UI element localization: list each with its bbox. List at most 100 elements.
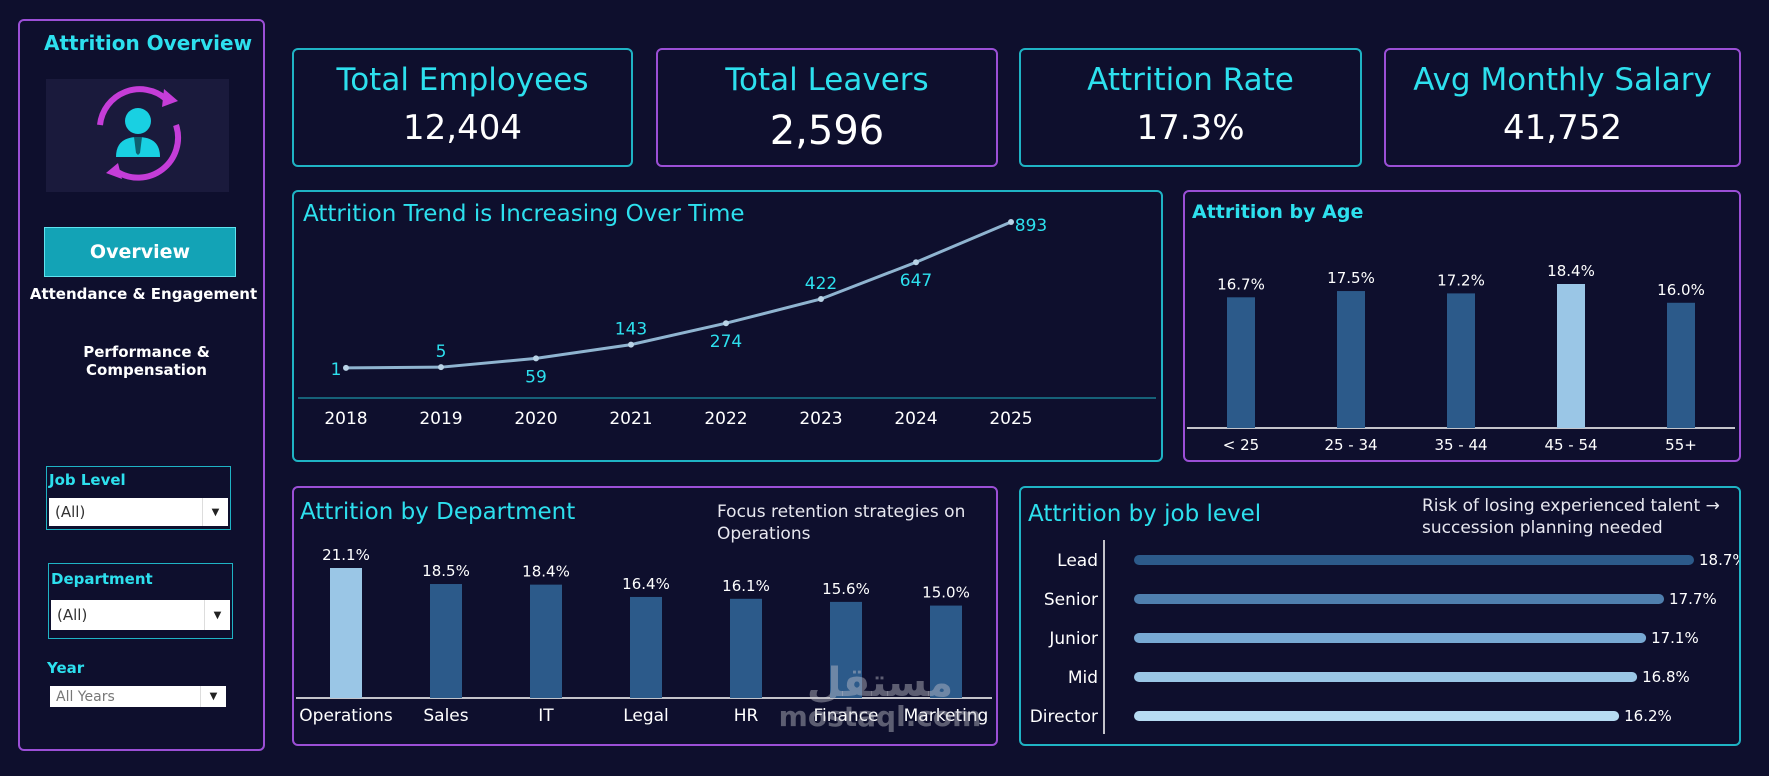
joblevel-note-line1: Risk of losing experienced talent → xyxy=(1422,496,1720,516)
nav-attendance-link[interactable]: Attendance & Engagement xyxy=(29,285,258,303)
sidebar-title: Attrition Overview xyxy=(44,31,253,55)
trend-point xyxy=(533,355,539,362)
department-select[interactable]: (All) ▼ xyxy=(51,600,230,630)
job-level-value: (All) xyxy=(55,503,86,521)
kpi-avg-monthly-salary: Avg Monthly Salary 41,752 xyxy=(1384,48,1741,167)
department-chart: 21.1% Operations 18.5% Sales 18.4% IT 16.4% Leg… xyxy=(296,546,992,726)
trend-x-tick: 2021 xyxy=(609,409,652,429)
age-data-label: 17.2% xyxy=(1437,271,1485,289)
trend-data-label: 274 xyxy=(710,332,742,352)
trend-data-label: 1 xyxy=(331,360,342,380)
joblevel-y-tick: Mid xyxy=(1068,668,1098,688)
trend-point xyxy=(438,364,444,371)
joblevel-chart: Lead 18.7% Senior 17.7% Junior 17.1% Mid 16.8% D… xyxy=(1030,540,1739,734)
trend-data-label: 143 xyxy=(615,320,647,340)
department-chart-title: Attrition by Department xyxy=(300,499,576,525)
joblevel-bar xyxy=(1134,672,1638,682)
trend-data-label: 647 xyxy=(900,271,932,291)
department-bar xyxy=(630,596,662,698)
age-x-tick: 35 - 44 xyxy=(1434,436,1487,454)
age-x-tick: < 25 xyxy=(1223,436,1259,454)
department-bar xyxy=(530,584,562,698)
trend-point xyxy=(723,320,729,327)
age-bar xyxy=(1557,284,1585,428)
department-x-tick: HR xyxy=(734,706,759,726)
trend-x-tick: 2025 xyxy=(989,409,1032,429)
age-data-label: 17.5% xyxy=(1327,269,1375,287)
chevron-down-icon: ▼ xyxy=(204,600,230,630)
age-bar xyxy=(1227,297,1255,428)
job-level-select[interactable]: (All) ▼ xyxy=(49,498,228,526)
kpi-total-employees: Total Employees 12,404 xyxy=(292,48,633,167)
nav-overview-button[interactable]: Overview xyxy=(44,227,236,277)
joblevel-data-label: 17.1% xyxy=(1651,629,1699,647)
sidebar: Attrition Overview Overview Attendance &… xyxy=(18,19,265,751)
joblevel-chart-title: Attrition by job level xyxy=(1028,501,1262,527)
trend-point xyxy=(818,296,824,303)
trend-chart-panel: Attrition Trend is Increasing Over Time … xyxy=(292,190,1163,462)
department-x-tick: Finance xyxy=(813,706,878,726)
kpi-title: Avg Monthly Salary xyxy=(1413,62,1712,98)
department-bar xyxy=(730,598,762,698)
joblevel-data-label: 18.7% xyxy=(1699,551,1739,569)
kpi-attrition-rate: Attrition Rate 17.3% xyxy=(1019,48,1362,167)
trend-data-label: 59 xyxy=(525,367,547,387)
department-x-tick: Legal xyxy=(623,706,669,726)
department-chart-panel: Attrition by Department Focus retention … xyxy=(292,486,998,746)
age-data-label: 18.4% xyxy=(1547,262,1595,280)
kpi-value: 2,596 xyxy=(769,108,885,154)
trend-data-label: 422 xyxy=(805,274,837,294)
age-x-tick: 25 - 34 xyxy=(1324,436,1377,454)
trend-data-label: 5 xyxy=(436,342,447,362)
age-x-tick: 55+ xyxy=(1665,436,1697,454)
kpi-title: Total Employees xyxy=(336,62,589,98)
joblevel-bar xyxy=(1134,594,1665,604)
department-bar xyxy=(830,601,862,698)
trend-point xyxy=(343,364,349,371)
department-x-tick: Operations xyxy=(299,706,393,726)
kpi-title: Total Leavers xyxy=(725,62,929,98)
joblevel-bar xyxy=(1134,555,1694,565)
age-bar xyxy=(1337,291,1365,428)
department-x-tick: Sales xyxy=(423,706,468,726)
year-label: Year xyxy=(47,659,85,677)
trend-chart-title: Attrition Trend is Increasing Over Time xyxy=(303,201,745,227)
trend-series-line xyxy=(345,220,1012,370)
chevron-down-icon: ▼ xyxy=(200,686,226,707)
age-chart: 16.7% < 25 17.5% 25 - 34 17.2% 35 - 44 18.4% 45… xyxy=(1187,262,1735,454)
age-chart-title: Attrition by Age xyxy=(1192,201,1364,223)
joblevel-data-label: 17.7% xyxy=(1669,590,1717,608)
joblevel-y-tick: Lead xyxy=(1057,551,1098,571)
job-level-label: Job Level xyxy=(49,471,126,489)
joblevel-bar xyxy=(1134,633,1647,643)
department-data-label: 18.4% xyxy=(522,563,570,581)
kpi-title: Attrition Rate xyxy=(1087,62,1294,98)
job-level-filter: Job Level (All) ▼ xyxy=(46,466,231,530)
department-bar xyxy=(330,568,362,698)
year-select[interactable]: All Years ▼ xyxy=(50,686,226,707)
trend-x-tick: 2022 xyxy=(704,409,747,429)
chevron-down-icon: ▼ xyxy=(202,498,228,526)
department-value: (All) xyxy=(57,606,88,624)
kpi-value: 41,752 xyxy=(1503,108,1622,148)
trend-point xyxy=(628,341,634,348)
joblevel-bar xyxy=(1134,711,1620,721)
trend-chart: 1 2018 5 2019 59 2020 143 2021 274 2022 422 2023 647… xyxy=(298,216,1156,429)
year-value: All Years xyxy=(56,688,115,705)
department-data-label: 15.0% xyxy=(922,584,970,602)
age-x-tick: 45 - 54 xyxy=(1544,436,1597,454)
joblevel-y-tick: Senior xyxy=(1044,590,1098,610)
department-bar xyxy=(430,584,462,698)
trend-point xyxy=(913,259,919,266)
joblevel-note: Risk of losing experienced talent → succ… xyxy=(1422,495,1720,539)
department-label: Department xyxy=(51,570,153,588)
department-data-label: 18.5% xyxy=(422,562,470,580)
department-x-tick: Marketing xyxy=(904,706,989,726)
department-x-tick: IT xyxy=(538,706,554,726)
trend-x-tick: 2020 xyxy=(514,409,557,429)
joblevel-y-tick: Director xyxy=(1030,707,1098,727)
kpi-total-leavers: Total Leavers 2,596 xyxy=(656,48,998,167)
trend-x-tick: 2018 xyxy=(324,409,367,429)
department-data-label: 16.4% xyxy=(622,575,670,593)
nav-performance-link[interactable]: Performance & Compensation xyxy=(83,343,210,379)
